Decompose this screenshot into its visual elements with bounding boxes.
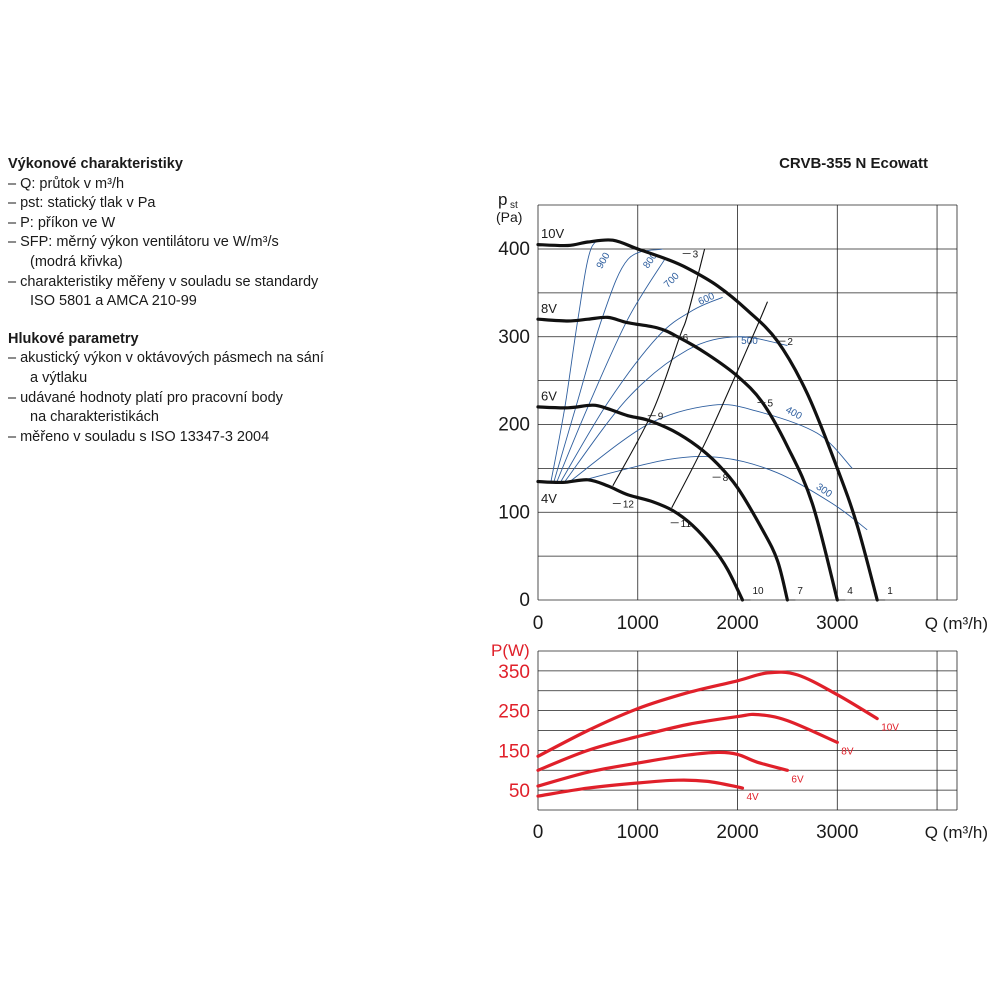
series-label: 8V (541, 301, 557, 316)
legend-line: – Q: průtok v m³/h (8, 175, 125, 192)
series-label: 6V (541, 389, 557, 404)
operating-point-label: 3 (693, 249, 699, 260)
x-tick-label: 2000 (716, 822, 758, 843)
y-tick-label: 400 (498, 239, 530, 260)
operating-point-label: 7 (797, 586, 803, 597)
power-curve (536, 778, 745, 798)
performance-title: Výkonové charakteristiky (8, 156, 183, 172)
legend-line: ISO 5801 a AMCA 210-99 (30, 293, 197, 310)
legend-line: – akustický výkon v oktávových pásmech n… (8, 350, 324, 367)
y-axis-label-sub: st (510, 200, 518, 211)
sfp-curve (553, 248, 663, 482)
x-axis-label: Q (m³/h) (925, 614, 988, 633)
legend-line: – charakteristiky měřeny v souladu se st… (8, 273, 319, 290)
fan-curve (536, 403, 789, 602)
y-tick-label: 250 (498, 702, 530, 723)
legend-text: Výkonové charakteristiky – Q: průtok v m… (8, 155, 408, 447)
legend-line: – pst: statický tlak v Pa (8, 195, 156, 212)
y-tick-label: 100 (498, 502, 530, 523)
operating-point-label: 5 (767, 399, 773, 410)
fan-curve (536, 478, 745, 602)
operating-point-label: 8 (723, 473, 729, 484)
operating-point-label: 12 (623, 499, 635, 510)
sfp-curve (577, 455, 868, 531)
operating-point-label: 11 (681, 519, 692, 530)
operating-point-label: 10 (753, 586, 765, 597)
operating-point-label: 9 (658, 412, 664, 423)
x-axis-label: Q (m³/h) (925, 823, 988, 842)
sfp-curve (569, 404, 853, 482)
sfp-label: 300 (814, 482, 834, 501)
power-curve-label: 6V (791, 774, 804, 785)
sfp-curve (564, 336, 788, 482)
sfp-curve (560, 296, 723, 482)
y-tick-label: 0 (519, 590, 530, 611)
x-tick-label: 0 (533, 613, 544, 634)
y-axis-label: P(W) (491, 641, 530, 660)
legend-line: na charakteristikách (30, 409, 159, 426)
power-curve (536, 712, 839, 772)
x-tick-label: 1000 (617, 822, 659, 843)
chart-title: CRVB-355 N Ecowatt (779, 155, 928, 172)
sfp-label: 900 (595, 251, 613, 271)
sfp-curve (550, 239, 609, 482)
x-tick-label: 1000 (617, 613, 659, 634)
power-curve-label: 4V (747, 792, 760, 803)
x-tick-label: 2000 (716, 613, 758, 634)
x-tick-label: 0 (533, 822, 544, 843)
y-tick-label: 50 (509, 781, 530, 802)
x-tick-label: 3000 (816, 613, 858, 634)
fan-curve (536, 315, 839, 602)
legend-line: – SFP: měrný výkon ventilátoru ve W/m³/s (8, 234, 279, 251)
legend-line: – udávané hodnoty platí pro pracovní bod… (8, 389, 283, 406)
sfp-label: 500 (741, 336, 758, 347)
operating-point-label: 2 (787, 337, 793, 348)
system-curve (671, 301, 769, 509)
y-tick-label: 150 (498, 741, 530, 762)
series-label: 10V (541, 226, 564, 241)
operating-point-label: 6 (683, 333, 689, 344)
y-tick-label: 300 (498, 327, 530, 348)
sfp-label: 700 (662, 270, 682, 290)
power-curve-label: 8V (841, 746, 854, 757)
legend-line: a výtlaku (30, 369, 88, 386)
power-curve-label: 10V (881, 723, 899, 734)
y-tick-label: 200 (498, 415, 530, 436)
legend-line: – měřeno v souladu s ISO 13347-3 2004 (8, 428, 270, 445)
series-label: 4V (541, 491, 557, 506)
y-axis-label: p (498, 190, 507, 209)
x-tick-label: 3000 (816, 822, 858, 843)
noise-list: – akustický výkon v oktávových pásmech n… (8, 349, 408, 447)
noise-title: Hlukové parametry (8, 330, 139, 347)
fan-curve (536, 238, 879, 602)
performance-list: – Q: průtok v m³/h – pst: statický tlak v… (8, 175, 408, 312)
legend-line: (modrá křivka) (30, 253, 123, 270)
power-curve (536, 750, 789, 788)
y-tick-label: 350 (498, 662, 530, 683)
sfp-curve (556, 257, 667, 482)
y-axis-unit: (Pa) (496, 209, 522, 225)
power-curve (536, 670, 879, 758)
legend-line: – P: příkon ve W (8, 214, 116, 231)
system-curve (612, 248, 706, 487)
operating-point-label: 1 (887, 586, 893, 597)
pressure-chart: 0 100 200 300 400 0 1000 2000 3000 Q (m³/h) p st(Pa… (496, 190, 988, 634)
operating-point-label: 4 (847, 586, 853, 597)
power-chart: 50 150 250 350 0 1000 2000 3000 Q (m³/h) P(W) 10V 8… (491, 641, 988, 843)
